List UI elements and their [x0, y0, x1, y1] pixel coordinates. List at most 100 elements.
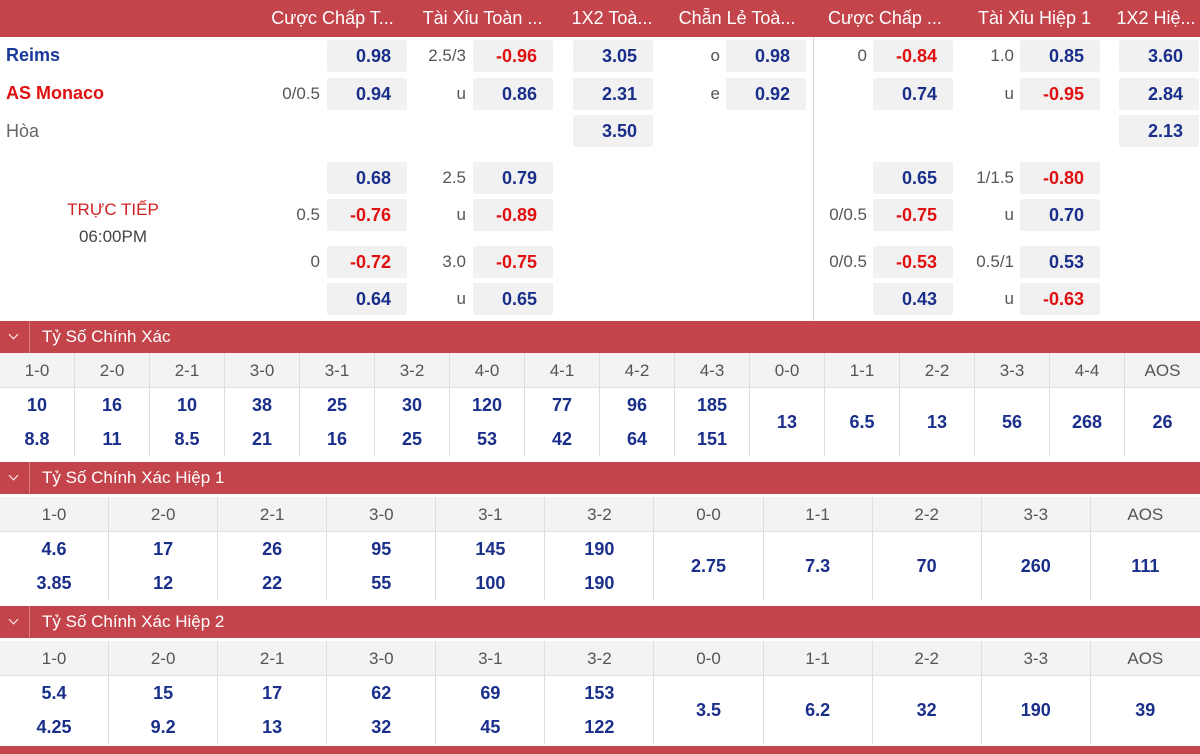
score-odds[interactable]: 3.5: [695, 700, 722, 720]
score-odds-home[interactable]: 10: [176, 395, 198, 415]
odds-ah-h1-away-alt2[interactable]: 0.43: [873, 283, 953, 315]
col-header-over-under-ft[interactable]: Tài Xỉu Toàn ...: [422, 8, 543, 28]
score-odds-away[interactable]: 8.8: [24, 429, 50, 449]
score-odds-home[interactable]: 5.4: [41, 683, 67, 703]
score-odds-home[interactable]: 190: [584, 539, 615, 559]
score-odds-home[interactable]: 77: [551, 395, 573, 415]
score-odds-away[interactable]: 13: [262, 717, 283, 737]
odds-ou-h1-under[interactable]: -0.95: [1020, 78, 1100, 110]
odds-ou-ft-over[interactable]: -0.96: [473, 40, 553, 72]
score-odds[interactable]: 6.5: [849, 412, 875, 432]
chevron-down-icon[interactable]: [0, 321, 28, 353]
score-odds-away[interactable]: 12: [153, 573, 174, 593]
score-odds-home[interactable]: 25: [326, 395, 348, 415]
score-odds-home[interactable]: 185: [696, 395, 728, 415]
odds-ah-h1-home[interactable]: -0.84: [873, 40, 953, 72]
score-odds[interactable]: 26: [1152, 412, 1173, 432]
odds-1x2-h1-draw[interactable]: 2.13: [1119, 115, 1199, 147]
odds-ou-h1-under-alt1[interactable]: 0.70: [1020, 199, 1100, 231]
odds-ah-ft-home-alt1[interactable]: 0.68: [327, 162, 407, 194]
score-odds[interactable]: 13: [926, 412, 948, 432]
score-odds-home[interactable]: 69: [480, 683, 501, 703]
odds-ou-ft-under-alt1[interactable]: -0.89: [473, 199, 553, 231]
col-header-over-under-h1[interactable]: Tài Xỉu Hiệp 1: [977, 8, 1092, 28]
score-odds-away[interactable]: 55: [371, 573, 392, 593]
odds-ah-h1-away-alt1[interactable]: -0.75: [873, 199, 953, 231]
next-section-header[interactable]: [0, 746, 1200, 754]
score-odds-away[interactable]: 21: [251, 429, 273, 449]
score-odds-away[interactable]: 4.25: [36, 717, 72, 737]
score-odds-home[interactable]: 17: [262, 683, 283, 703]
odds-ah-ft-home[interactable]: 0.98: [327, 40, 407, 72]
score-odds-away[interactable]: 16: [326, 429, 348, 449]
correct-score-header[interactable]: Tỷ Số Chính Xác: [0, 321, 1200, 353]
score-odds[interactable]: 13: [776, 412, 798, 432]
col-header-handicap-h1[interactable]: Cược Chấp ...: [828, 8, 942, 28]
odds-oe-odd[interactable]: 0.98: [726, 40, 806, 72]
score-odds-home[interactable]: 17: [153, 539, 174, 559]
score-odds[interactable]: 39: [1135, 700, 1156, 720]
col-header-odd-even-ft[interactable]: Chẵn Lẻ Toà...: [678, 8, 796, 28]
score-odds-away[interactable]: 122: [584, 717, 615, 737]
score-odds-away[interactable]: 190: [584, 573, 615, 593]
chevron-down-icon[interactable]: [0, 606, 28, 638]
score-odds-away[interactable]: 8.5: [174, 429, 200, 449]
odds-ou-ft-under-alt2[interactable]: 0.65: [473, 283, 553, 315]
odds-ou-h1-over[interactable]: 0.85: [1020, 40, 1100, 72]
score-odds-away[interactable]: 151: [696, 429, 728, 449]
score-odds[interactable]: 190: [1020, 700, 1051, 720]
odds-ah-ft-away[interactable]: 0.94: [327, 78, 407, 110]
score-odds[interactable]: 260: [1020, 556, 1051, 576]
score-odds-away[interactable]: 11: [102, 429, 122, 449]
score-odds-home[interactable]: 10: [26, 395, 48, 415]
score-odds-home[interactable]: 26: [262, 539, 283, 559]
odds-ou-ft-over-alt2[interactable]: -0.75: [473, 246, 553, 278]
score-odds-home[interactable]: 95: [371, 539, 392, 559]
odds-1x2-h1-away[interactable]: 2.84: [1119, 78, 1199, 110]
col-header-1x2-ft[interactable]: 1X2 Toà...: [571, 8, 653, 28]
chevron-down-icon[interactable]: [0, 462, 28, 494]
score-odds-away[interactable]: 32: [371, 717, 392, 737]
odds-oe-even[interactable]: 0.92: [726, 78, 806, 110]
score-odds[interactable]: 2.75: [690, 556, 727, 576]
odds-ou-ft-under[interactable]: 0.86: [473, 78, 553, 110]
score-odds[interactable]: 70: [916, 556, 937, 576]
odds-1x2-ft-draw[interactable]: 3.50: [573, 115, 653, 147]
score-odds-home[interactable]: 153: [584, 683, 615, 703]
odds-ou-h1-under-alt2[interactable]: -0.63: [1020, 283, 1100, 315]
score-odds-away[interactable]: 100: [475, 573, 506, 593]
odds-1x2-ft-home[interactable]: 3.05: [573, 40, 653, 72]
score-odds-away[interactable]: 25: [401, 429, 423, 449]
score-odds-away[interactable]: 3.85: [36, 573, 72, 593]
score-odds-away[interactable]: 9.2: [150, 717, 176, 737]
score-odds[interactable]: 111: [1131, 556, 1160, 576]
score-odds[interactable]: 268: [1071, 412, 1103, 432]
score-odds-home[interactable]: 4.6: [41, 539, 67, 559]
score-odds-home[interactable]: 62: [371, 683, 392, 703]
correct-score-h2-header[interactable]: Tỷ Số Chính Xác Hiệp 2: [0, 606, 1200, 638]
odds-ah-ft-home-alt2[interactable]: -0.72: [327, 246, 407, 278]
odds-ah-ft-away-alt2[interactable]: 0.64: [327, 283, 407, 315]
odds-ou-h1-over-alt2[interactable]: 0.53: [1020, 246, 1100, 278]
odds-ah-h1-away[interactable]: 0.74: [873, 78, 953, 110]
score-odds-home[interactable]: 15: [153, 683, 174, 703]
odds-ou-h1-over-alt1[interactable]: -0.80: [1020, 162, 1100, 194]
odds-ah-h1-home-alt1[interactable]: 0.65: [873, 162, 953, 194]
score-odds-away[interactable]: 53: [476, 429, 498, 449]
odds-1x2-h1-home[interactable]: 3.60: [1119, 40, 1199, 72]
col-header-handicap-ft[interactable]: Cược Chấp T...: [271, 8, 394, 28]
score-odds-away[interactable]: 42: [551, 429, 573, 449]
score-odds-away[interactable]: 45: [480, 717, 501, 737]
score-odds-home[interactable]: 30: [401, 395, 423, 415]
score-odds[interactable]: 7.3: [805, 556, 831, 576]
score-odds-home[interactable]: 96: [626, 395, 648, 415]
score-odds[interactable]: 56: [1001, 412, 1023, 432]
score-odds-home[interactable]: 145: [475, 539, 506, 559]
score-odds-home[interactable]: 38: [251, 395, 273, 415]
score-odds-away[interactable]: 64: [626, 429, 648, 449]
score-odds[interactable]: 32: [916, 700, 937, 720]
score-odds-home[interactable]: 120: [471, 395, 503, 415]
score-odds-home[interactable]: 16: [101, 395, 123, 415]
col-header-1x2-h1[interactable]: 1X2 Hiệ...: [1116, 8, 1196, 28]
away-team-name[interactable]: AS Monaco: [6, 83, 105, 103]
